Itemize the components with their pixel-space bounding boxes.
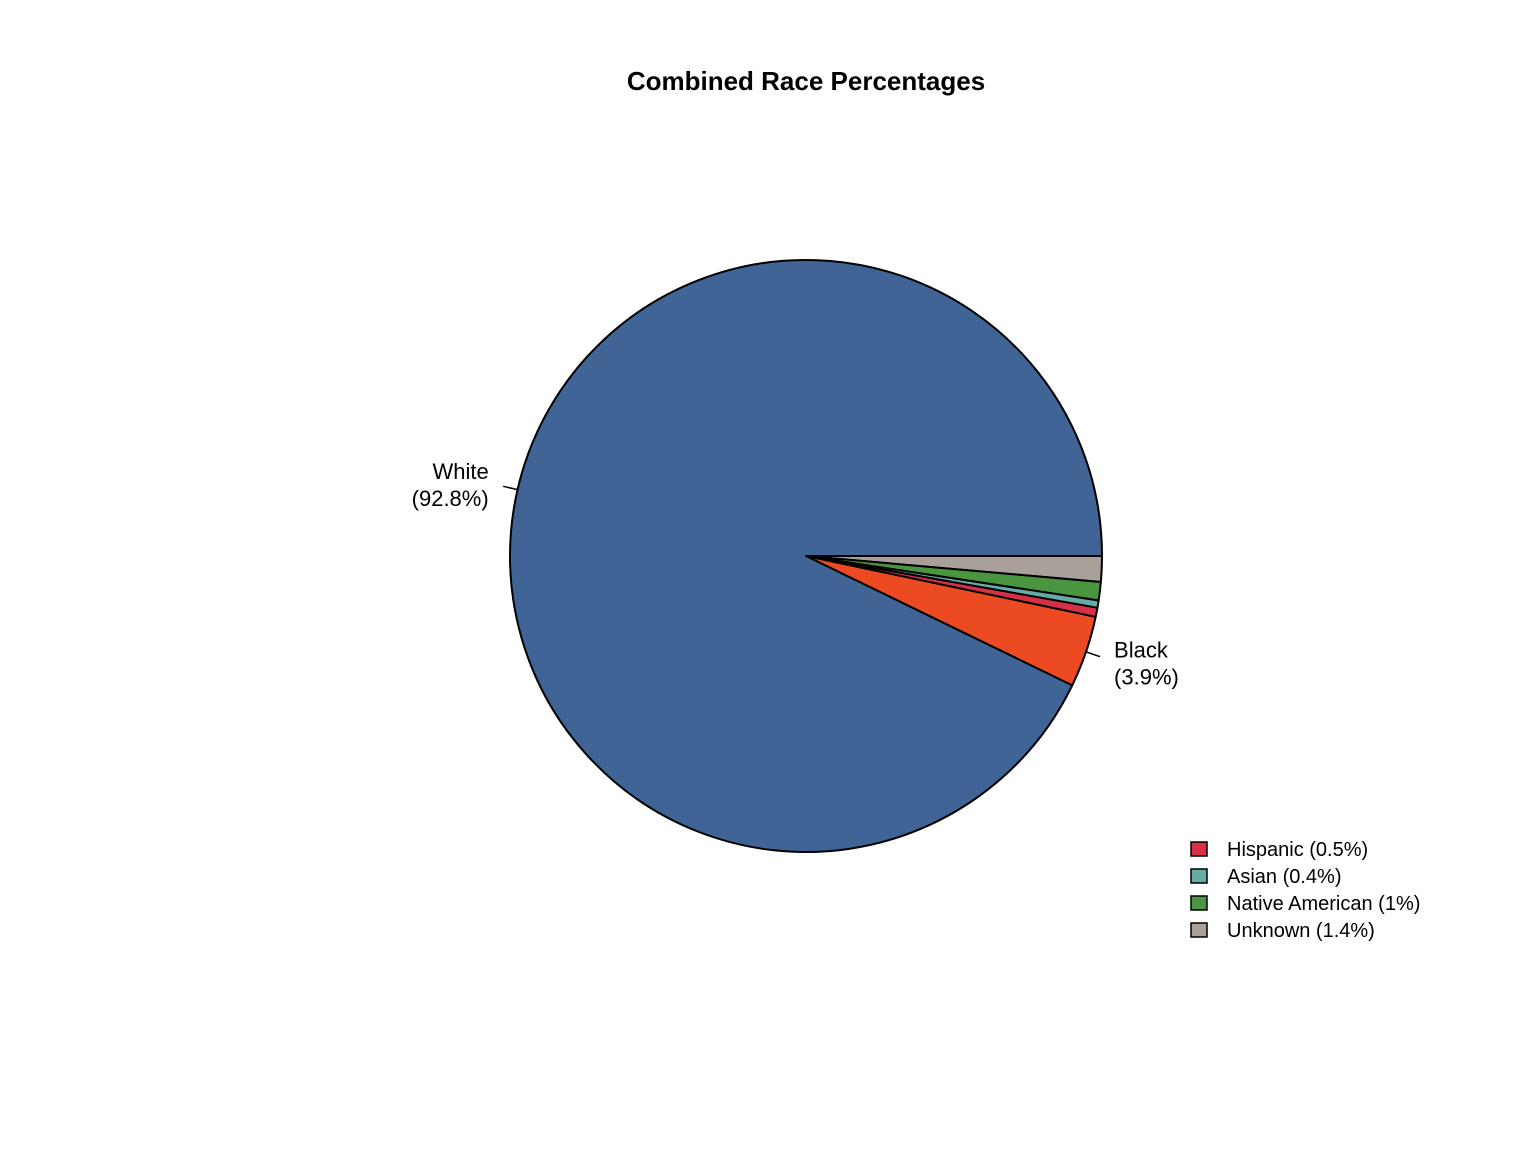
legend-swatch [1190, 868, 1208, 884]
legend-swatch [1190, 895, 1208, 911]
legend-entry: Asian (0.4%) [1227, 866, 1342, 888]
legend-entry: Hispanic (0.5%) [1227, 839, 1368, 861]
legend-swatch [1190, 841, 1208, 857]
slice-label-name: White [432, 459, 488, 484]
chart-title: Combined Race Percentages [626, 66, 986, 96]
slice-label-leader [502, 485, 518, 491]
slice-label-leader [1085, 651, 1101, 658]
pie-slice-white [509, 259, 1103, 853]
legend-entry: Unknown (1.4%) [1227, 920, 1375, 942]
slice-label-name: Black [1114, 637, 1169, 662]
slice-label-percent: (92.8%) [412, 486, 489, 511]
legend-swatch [1190, 922, 1208, 938]
slice-label-percent: (3.9%) [1114, 664, 1179, 689]
legend-entry: Native American (1%) [1227, 893, 1420, 915]
